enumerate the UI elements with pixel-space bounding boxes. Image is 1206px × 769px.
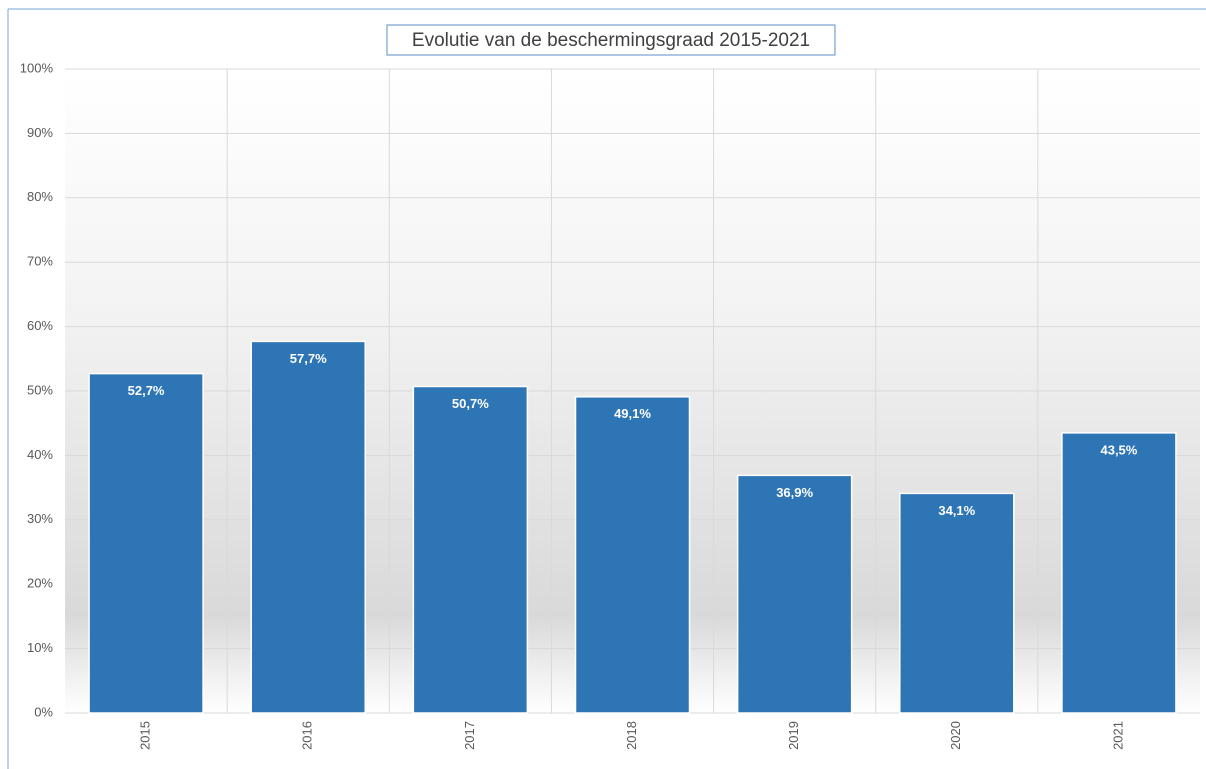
x-tick-label: 2019: [786, 721, 801, 750]
y-tick-label: 0%: [34, 704, 53, 719]
y-tick-label: 20%: [27, 576, 53, 591]
y-tick-label: 80%: [27, 189, 53, 204]
x-tick-label: 2018: [624, 721, 639, 750]
bar: [899, 492, 1015, 714]
title-box: [386, 24, 836, 56]
y-tick-label: 100%: [20, 60, 54, 75]
x-tick-label: 2021: [1110, 721, 1125, 750]
y-tick-label: 70%: [27, 254, 53, 269]
bar: [412, 385, 529, 714]
y-tick-label: 40%: [27, 447, 53, 462]
y-tick-label: 90%: [27, 125, 53, 140]
data-label: 34,1%: [938, 503, 975, 518]
y-tick-label: 60%: [27, 318, 53, 333]
data-label: 49,1%: [614, 406, 651, 421]
y-tick-label: 10%: [27, 640, 53, 655]
bar: [250, 340, 366, 714]
y-tick-label: 50%: [27, 382, 53, 397]
x-tick-label: 2015: [138, 721, 153, 750]
bar: [574, 396, 691, 714]
x-tick-label: 2017: [462, 721, 477, 750]
x-tick-label: 2020: [948, 721, 963, 750]
data-label: 36,9%: [776, 485, 813, 500]
data-label: 43,5%: [1100, 442, 1137, 457]
chart-title: Evolutie van de beschermingsgraad 2015-2…: [412, 30, 810, 51]
y-tick-label: 30%: [27, 511, 53, 526]
data-label: 57,7%: [290, 351, 327, 366]
data-label: 52,7%: [128, 383, 165, 398]
bar: [736, 474, 853, 714]
bar: [88, 372, 204, 714]
x-tick-label: 2016: [300, 721, 315, 750]
bar: [1061, 432, 1177, 714]
data-label: 50,7%: [452, 396, 489, 411]
